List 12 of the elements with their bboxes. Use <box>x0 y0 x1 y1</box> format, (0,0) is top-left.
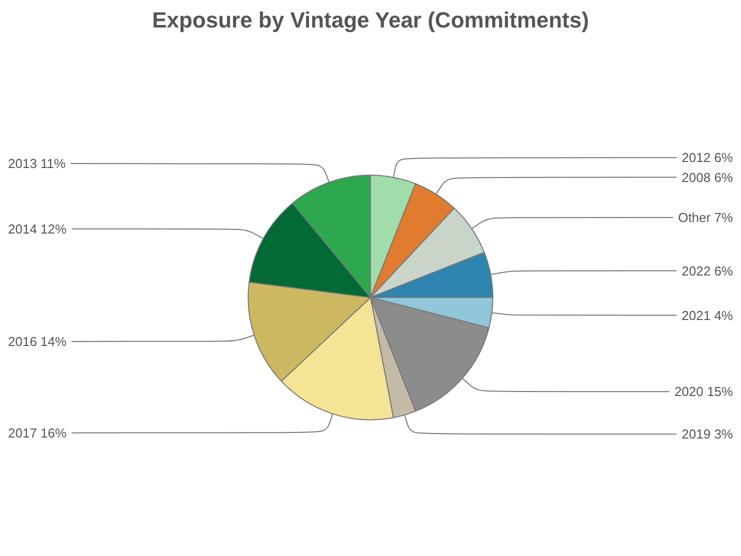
slice-label: 2008 6% <box>682 170 734 185</box>
slice-label: 2013 11% <box>8 156 66 172</box>
slice-label: 2012 6% <box>682 150 734 166</box>
slice-label: 2019 3% <box>682 426 734 442</box>
slice-label: 2017 16% <box>8 425 67 440</box>
slice-label: 2022 6% <box>682 263 734 278</box>
slice-label: Other 7% <box>678 210 734 225</box>
chart-title: Exposure by Vintage Year (Commitments) <box>152 8 589 32</box>
slice-label: 2014 12% <box>8 221 67 236</box>
slice-label: 2021 4% <box>682 308 734 323</box>
slice-label: 2020 15% <box>674 384 734 400</box>
slice-label: 2016 14% <box>8 334 67 349</box>
